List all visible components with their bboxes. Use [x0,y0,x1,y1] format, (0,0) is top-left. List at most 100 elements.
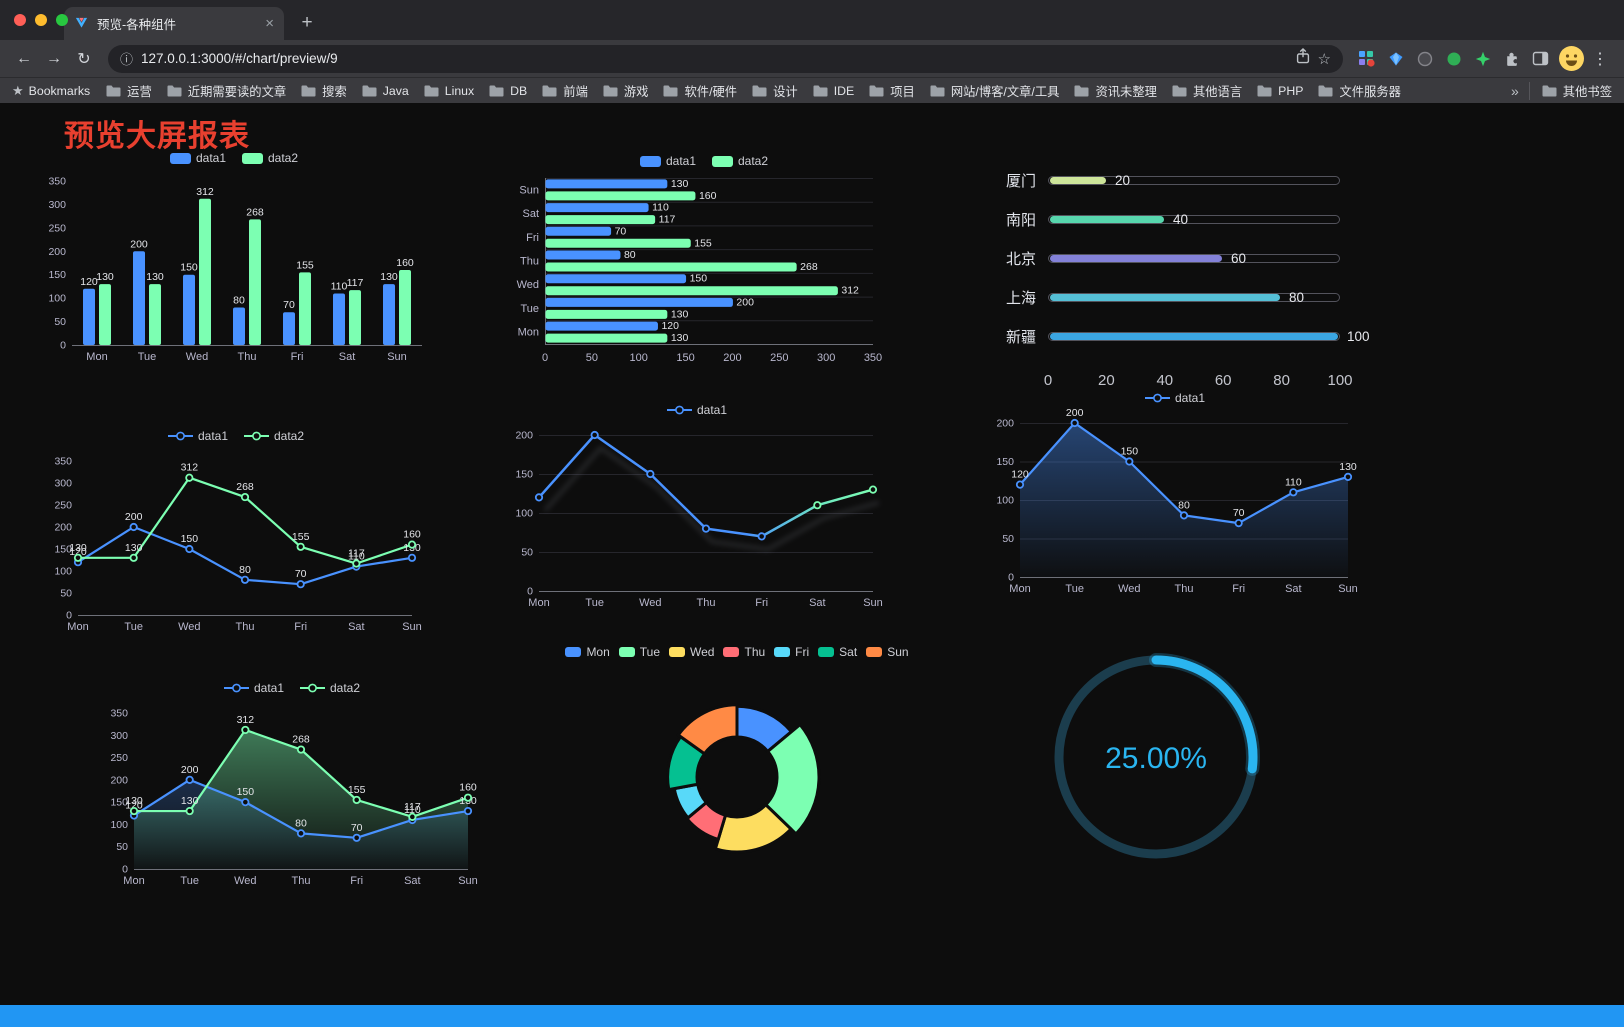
bookmark-item[interactable]: IDE [813,84,854,98]
legend-item[interactable]: data2 [242,151,298,165]
svg-text:130: 130 [380,271,398,283]
bookmarks-label[interactable]: Bookmarks [28,83,91,98]
bookmark-item[interactable]: Linux [424,84,474,98]
bookmark-item[interactable]: DB [489,84,527,98]
bookmark-item[interactable]: 资讯未整理 [1074,82,1157,100]
legend-item[interactable]: data1 [1144,391,1205,405]
bookmark-item[interactable]: Java [362,84,409,98]
legend-item[interactable]: data1 [167,429,228,443]
reload-button[interactable]: ↻ [77,50,91,68]
chart-canvas: Sun Sat Fri Thu Wed Tue Mon 0 50 100 150 200 250 300 3… [517,178,883,364]
bookmark-item[interactable]: 近期需要读的文章 [167,82,286,100]
legend-item[interactable]: data2 [244,429,304,443]
svg-text:300: 300 [110,730,128,742]
share-icon[interactable] [1296,48,1310,69]
bookmark-item[interactable]: 前端 [542,82,588,100]
progress-axis: 0 20 40 60 80 100 [1043,372,1353,389]
gauge-value: 25.00% [1105,742,1207,775]
legend-item[interactable]: data2 [712,154,768,168]
svg-text:110: 110 [404,804,421,816]
legend-item[interactable]: Sat [818,645,857,659]
bookmark-item[interactable]: PHP [1257,84,1303,98]
svg-text:250: 250 [770,352,788,364]
bookmark-item[interactable]: 游戏 [603,82,648,100]
bookmark-item[interactable]: 搜索 [301,82,347,100]
svg-text:350: 350 [48,176,66,188]
window-zoom-button[interactable] [56,14,68,26]
svg-text:250: 250 [54,500,72,512]
profile-avatar[interactable] [1559,46,1584,71]
legend-item[interactable]: Fri [774,645,809,659]
toolbar: ← → ↻ ⓘ 127.0.0.1:3000/#/chart/preview/9… [0,40,1624,77]
svg-text:130: 130 [181,795,199,807]
svg-text:130: 130 [69,542,87,554]
svg-text:150: 150 [237,786,255,798]
legend-item[interactable]: data1 [223,681,284,695]
legend-item[interactable]: Mon [565,645,610,659]
bookmark-item[interactable]: 运营 [106,82,152,100]
svg-text:200: 200 [515,430,533,442]
extension-star-icon[interactable] [1469,45,1496,72]
svg-text:80: 80 [1178,499,1190,511]
extension-circle-icon[interactable] [1411,45,1438,72]
svg-text:120: 120 [125,800,143,812]
new-tab-button[interactable]: + [301,12,313,33]
legend-item[interactable]: data1 [169,151,226,165]
svg-text:150: 150 [110,797,128,809]
svg-text:268: 268 [800,261,818,273]
legend-item[interactable]: Sun [866,645,909,659]
side-panel-icon[interactable] [1527,45,1554,72]
svg-text:130: 130 [125,542,143,554]
svg-text:130: 130 [1339,461,1357,473]
window-close-button[interactable] [14,14,26,26]
legend-item[interactable]: Tue [618,645,660,659]
bookmark-item[interactable]: 文件服务器 [1318,82,1401,100]
svg-text:50: 50 [586,352,598,364]
svg-text:Wed: Wed [517,279,539,291]
svg-text:80: 80 [233,295,245,307]
bookmark-star-icon[interactable]: ☆ [1317,50,1331,68]
svg-text:312: 312 [181,462,199,474]
extension-grid-icon[interactable] [1353,45,1380,72]
address-bar[interactable]: ⓘ 127.0.0.1:3000/#/chart/preview/9 ☆ [108,44,1343,73]
svg-text:Sat: Sat [348,621,365,633]
chart-legend: data1 [505,399,889,421]
svg-text:Wed: Wed [178,621,200,633]
bookmarks-overflow-chevron[interactable]: » [1511,82,1519,99]
back-button[interactable]: ← [16,49,32,67]
bookmark-item[interactable]: 设计 [752,82,798,100]
forward-button[interactable]: → [46,49,62,67]
bookmark-item[interactable]: 网站/博客/文章/工具 [930,82,1059,100]
extensions-puzzle-icon[interactable] [1498,45,1525,72]
legend-item[interactable]: Wed [669,645,714,659]
other-bookmarks[interactable]: 其他书签 [1528,81,1612,100]
bookmark-item[interactable]: 软件/硬件 [663,82,737,100]
extension-gem-icon[interactable] [1382,45,1409,72]
svg-text:Mon: Mon [518,327,539,339]
progress-value: 20 [1115,173,1131,188]
folder-icon [1542,85,1557,96]
browser-tab[interactable]: 预览-各种组件 × [64,7,284,40]
window-minimize-button[interactable] [35,14,47,26]
legend-item[interactable]: data1 [666,403,727,417]
progress-value: 100 [1347,329,1370,344]
svg-text:Sun: Sun [519,184,539,196]
svg-text:200: 200 [110,774,128,786]
svg-text:130: 130 [671,332,689,344]
svg-text:250: 250 [110,752,128,764]
bookmark-item[interactable]: 项目 [869,82,915,100]
svg-text:Mon: Mon [67,621,88,633]
svg-text:110: 110 [652,202,669,214]
svg-text:Sat: Sat [404,875,421,887]
legend-item[interactable]: data2 [300,681,360,695]
browser-menu-icon[interactable]: ⋮ [1592,50,1608,68]
tab-close-icon[interactable]: × [265,15,274,32]
site-info-icon[interactable]: ⓘ [120,52,134,67]
bookmark-item[interactable]: 其他语言 [1172,82,1242,100]
svg-text:Mon: Mon [123,875,144,887]
svg-text:300: 300 [48,199,66,211]
extension-green-circle-icon[interactable] [1440,45,1467,72]
svg-text:100: 100 [54,566,72,578]
legend-item[interactable]: Thu [723,645,765,659]
legend-item[interactable]: data1 [639,154,696,168]
